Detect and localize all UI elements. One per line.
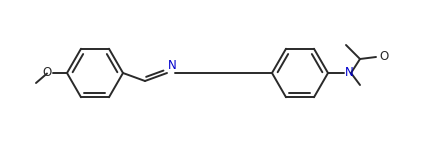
Text: O: O: [43, 66, 52, 80]
Text: N: N: [168, 59, 176, 72]
Text: N: N: [344, 66, 353, 80]
Text: O: O: [378, 51, 387, 64]
